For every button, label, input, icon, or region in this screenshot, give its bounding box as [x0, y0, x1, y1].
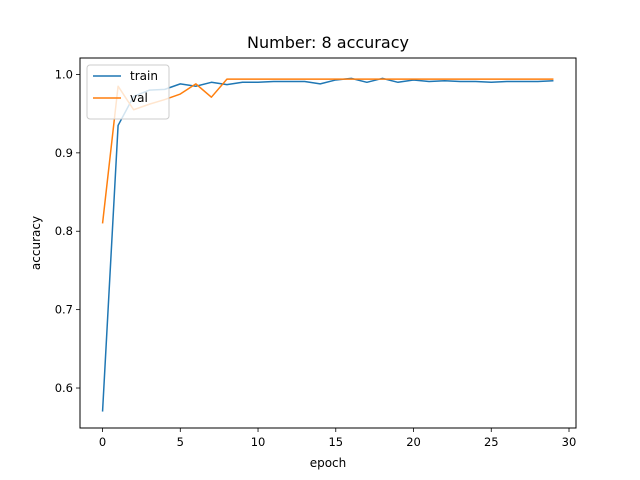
plot-frame [79, 57, 577, 429]
x-tick-label: 15 [328, 435, 343, 449]
x-tick-label: 0 [99, 435, 106, 449]
legend-box [86, 64, 170, 120]
legend-label-train: train [130, 69, 158, 83]
y-tick-label: 0.6 [55, 381, 73, 395]
y-tick-label: 1.0 [55, 67, 73, 81]
series-line-train [101, 77, 554, 412]
legend-label-val: val [130, 91, 148, 105]
x-tick-label: 30 [562, 435, 577, 449]
y-axis-label: accuracy [29, 216, 43, 270]
series-line-val [101, 78, 554, 224]
y-tick-label: 0.7 [55, 303, 73, 317]
x-tick-label: 5 [177, 435, 184, 449]
chart-title: Number: 8 accuracy [247, 33, 409, 52]
legend: train val [86, 64, 170, 120]
y-axis: 0.6 0.7 0.8 0.9 1.0 [55, 67, 80, 395]
y-tick-label: 0.9 [55, 146, 73, 160]
plot-area [101, 77, 554, 412]
x-axis-label: epoch [310, 456, 347, 470]
x-tick-label: 10 [251, 435, 266, 449]
x-tick-label: 20 [406, 435, 421, 449]
x-axis: 0 5 10 15 20 25 30 [99, 428, 576, 449]
x-tick-label: 25 [484, 435, 499, 449]
y-tick-label: 0.8 [55, 224, 73, 238]
